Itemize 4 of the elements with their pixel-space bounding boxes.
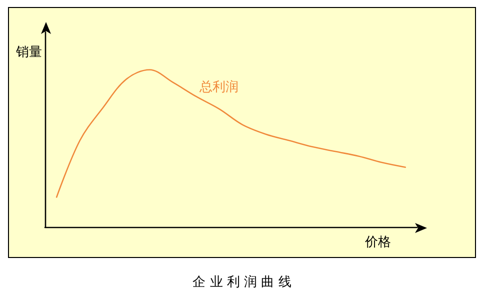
series-label: 总利润 — [198, 80, 238, 96]
y-axis-title: 销量 — [15, 45, 42, 60]
text: 企 业 利 润 曲 线 — [192, 275, 292, 290]
x-axis-title: 价格 — [364, 235, 391, 250]
